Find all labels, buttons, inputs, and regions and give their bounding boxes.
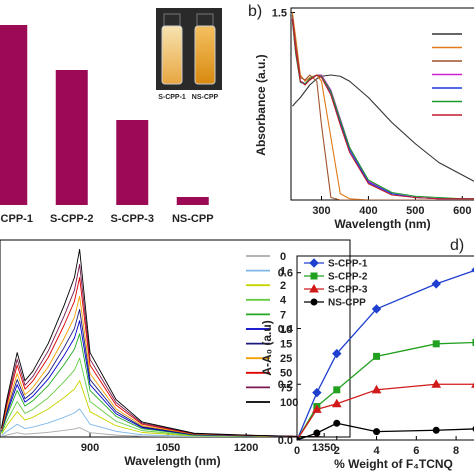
inset-label: S-CPP-1 — [158, 94, 186, 101]
marker — [371, 384, 382, 394]
legend-label: S-CPP-1 — [328, 259, 368, 270]
y-tick-label: 0.6 — [278, 268, 293, 280]
series-line — [1, 357, 325, 437]
series-line — [297, 269, 474, 440]
x-axis-label: Wavelength (nm) — [124, 454, 220, 468]
legend-label: 15 — [280, 339, 292, 351]
panel-label: b) — [248, 3, 262, 20]
x-tick-label: 900 — [81, 442, 99, 454]
legend-label: 100 — [280, 397, 298, 409]
plot-area — [297, 267, 474, 440]
series-line — [1, 380, 325, 437]
marker — [331, 398, 342, 408]
legend-label: 50 — [280, 368, 292, 380]
x-tick-label: 1200 — [234, 442, 258, 454]
series-line — [1, 408, 325, 437]
marker — [297, 436, 301, 440]
legend-label: NS-CPP — [328, 298, 366, 309]
legend-marker — [310, 298, 318, 306]
series-line — [291, 14, 474, 200]
bar — [116, 120, 149, 205]
y-tick-label: 1.5 — [272, 7, 287, 19]
marker — [312, 387, 322, 398]
marker — [313, 429, 321, 437]
series-line — [1, 427, 325, 437]
legend-marker — [310, 272, 318, 280]
y-axis-label: Absorbance (a.u.) — [254, 54, 268, 155]
series-line — [297, 341, 474, 440]
plot-frame — [290, 7, 474, 201]
series-line — [1, 248, 325, 437]
x-tick-label: 8 — [453, 445, 459, 457]
x-tick-label: 500 — [406, 205, 424, 217]
plot-area — [1, 248, 325, 437]
plot-area — [291, 12, 474, 200]
series-line — [297, 383, 474, 440]
x-tick-label: NS-CPP — [172, 213, 214, 225]
inset-photo — [156, 8, 222, 90]
y-tick-label: 0.2 — [278, 379, 293, 391]
inset-label: NS-CPP — [192, 94, 219, 101]
x-tick-label: 1350 — [312, 442, 336, 454]
series-line — [291, 74, 474, 182]
series-line — [1, 263, 325, 437]
marker — [431, 279, 441, 289]
bar — [176, 197, 209, 205]
legend-label: 1 — [280, 266, 286, 278]
legend-label: 0 — [280, 251, 286, 263]
marker — [312, 404, 322, 413]
x-axis-label: Wavelength (nm) — [334, 217, 430, 231]
marker — [373, 428, 381, 436]
legend-label: 7 — [280, 309, 286, 321]
marker — [333, 386, 341, 394]
series-line — [1, 333, 325, 437]
marker — [432, 340, 440, 348]
marker — [472, 338, 474, 346]
x-tick-label: 600 — [453, 205, 471, 217]
panel-label: d) — [450, 237, 464, 254]
bar — [55, 70, 88, 205]
bar — [0, 25, 28, 205]
marker — [432, 426, 440, 434]
y-tick-label: 0.0 — [278, 435, 293, 447]
x-tick-label: 6 — [413, 445, 419, 457]
series-line — [291, 12, 474, 200]
x-tick-label: S-CPP-3 — [111, 213, 154, 225]
marker — [371, 304, 382, 314]
legend-label: S-CPP-3 — [328, 285, 368, 296]
series-line — [1, 277, 325, 437]
marker — [373, 352, 381, 360]
plot-frame — [296, 255, 474, 441]
series-line — [1, 308, 325, 437]
x-tick-label: S-CPP-2 — [50, 213, 93, 225]
legend-label: S-CPP-2 — [328, 272, 368, 283]
y-tick-label: 0.4 — [278, 323, 294, 335]
legend-label: 10 — [280, 324, 292, 336]
legend-marker — [309, 283, 319, 293]
x-tick-label: 2 — [334, 445, 340, 457]
x-axis-label: % Weight of F₄TCNQ — [334, 457, 453, 471]
marker — [333, 419, 341, 427]
series-line — [1, 320, 325, 437]
legend-label: 4 — [280, 295, 287, 307]
marker — [431, 379, 442, 388]
x-tick-label: 4 — [373, 445, 380, 457]
x-tick-label: 400 — [359, 205, 377, 217]
x-tick-label: 1050 — [156, 442, 180, 454]
marker — [471, 267, 474, 273]
x-tick-label: 300 — [312, 205, 330, 217]
x-tick-label: 0 — [294, 445, 300, 457]
legend-label: 75 — [280, 382, 292, 394]
series-line — [297, 422, 474, 440]
x-tick-label: S-CPP-1 — [0, 213, 33, 225]
legend-label: 2 — [280, 280, 286, 292]
legend-label: 25 — [280, 353, 292, 365]
legend-marker — [309, 258, 319, 268]
series-line — [291, 18, 474, 200]
marker — [332, 348, 342, 359]
y-axis-label: A-A₀ (a.u) — [260, 320, 274, 375]
series-line — [1, 295, 325, 437]
